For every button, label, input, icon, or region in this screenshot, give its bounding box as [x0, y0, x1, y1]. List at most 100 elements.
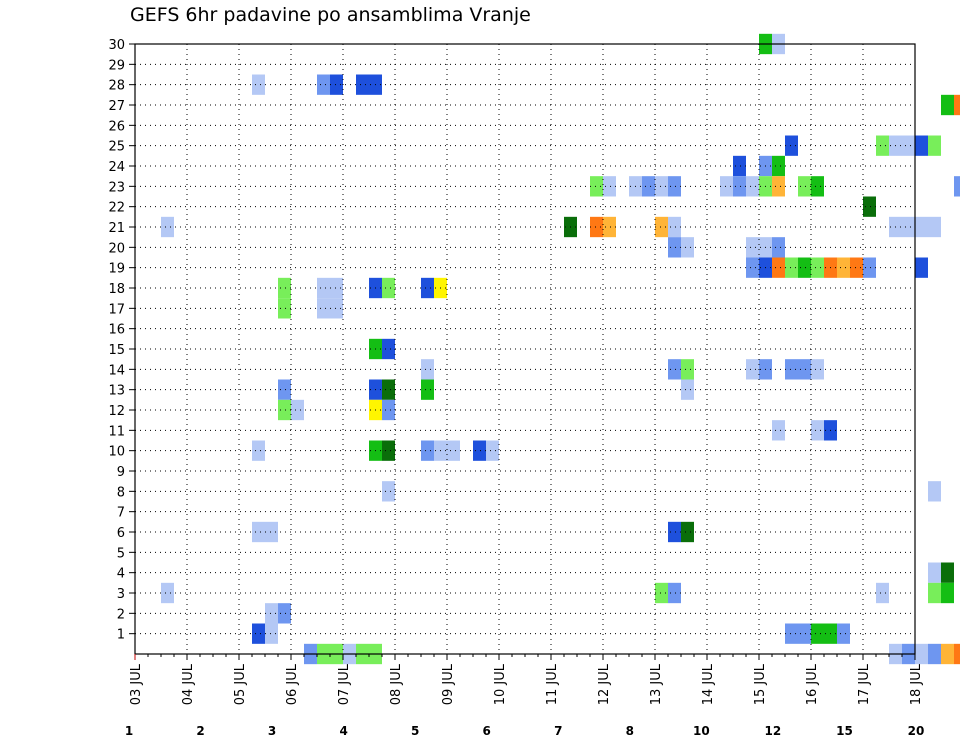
y-tick-label: 1 — [117, 628, 125, 643]
heatmap-cell — [330, 298, 343, 319]
heatmap-cell — [278, 379, 291, 400]
heatmap-cell — [902, 135, 915, 156]
heatmap-cell — [720, 176, 733, 197]
y-tick-label: 14 — [108, 363, 125, 378]
x-tick-label: 09 JUL — [441, 663, 456, 705]
colorbar-label: 1 — [125, 724, 133, 738]
heatmap-cell — [252, 440, 265, 461]
heatmap-cell — [681, 237, 694, 258]
heatmap-cell — [278, 298, 291, 319]
heatmap-cell — [798, 623, 811, 644]
x-tick-label: 04 JUL — [181, 663, 196, 705]
chart-title: GEFS 6hr padavine po ansamblima Vranje — [130, 4, 531, 26]
heatmap-cell — [772, 237, 785, 258]
heatmap-cell — [655, 176, 668, 197]
heatmap-cell — [252, 623, 265, 644]
heatmap-cell — [681, 521, 694, 543]
heatmap-cell — [941, 562, 954, 583]
heatmap-cell — [668, 521, 681, 543]
colorbar-label: 5 — [411, 724, 419, 738]
y-tick-label: 17 — [108, 302, 125, 317]
heatmap-cell — [746, 359, 759, 380]
heatmap-cell — [421, 440, 434, 461]
y-tick-label: 27 — [108, 99, 125, 114]
y-tick-label: 25 — [108, 140, 125, 155]
heatmap-cell — [798, 257, 811, 278]
heatmap-cell — [915, 216, 928, 238]
heatmap-cell — [356, 74, 369, 95]
y-tick-label: 5 — [117, 546, 125, 561]
heatmap-cell — [811, 257, 824, 278]
y-tick-label: 11 — [108, 424, 125, 439]
heatmap-cell — [603, 216, 616, 238]
heatmap-cell — [876, 135, 889, 156]
y-tick-label: 2 — [117, 607, 125, 622]
x-tick-label: 06 JUL — [285, 663, 300, 705]
x-tick-label: 03 JUL — [129, 663, 144, 705]
heatmap-cell — [941, 582, 954, 604]
y-tick-label: 10 — [108, 445, 125, 460]
heatmap-cell — [447, 440, 460, 461]
colorbar-label: 2 — [196, 724, 204, 738]
heatmap-cell — [746, 176, 759, 197]
y-tick-label: 23 — [108, 180, 125, 195]
heatmap-cell — [265, 603, 278, 624]
y-tick-label: 8 — [117, 485, 125, 500]
y-tick-label: 30 — [108, 38, 125, 53]
heatmap-cell — [928, 481, 941, 502]
heatmap-cell — [746, 237, 759, 258]
heatmap-cell — [954, 176, 960, 197]
heatmap-cell — [382, 481, 395, 502]
y-tick-label: 18 — [108, 282, 125, 297]
heatmap-cell — [746, 257, 759, 278]
heatmap-cell — [681, 379, 694, 400]
heatmap-cell — [590, 176, 603, 197]
heatmap-cell — [785, 257, 798, 278]
heatmap-cell — [928, 216, 941, 238]
heatmap-cell — [785, 135, 798, 156]
heatmap-cell — [590, 216, 603, 238]
heatmap-cell — [382, 338, 395, 360]
x-tick-label: 07 JUL — [337, 663, 352, 705]
heatmap-cell — [863, 257, 876, 278]
heatmap-cell — [655, 582, 668, 604]
heatmap-cell — [772, 257, 785, 278]
heatmap-cell — [668, 237, 681, 258]
colorbar-label: 10 — [693, 724, 710, 738]
heatmap-cell — [668, 359, 681, 380]
heatmap-cell — [902, 216, 915, 238]
heatmap-cell — [733, 176, 746, 197]
heatmap-cell — [811, 623, 824, 644]
heatmap-cell — [915, 257, 928, 278]
heatmap-cell — [252, 74, 265, 95]
heatmap-cell — [915, 135, 928, 156]
heatmap-cell — [421, 277, 434, 299]
heatmap-cell — [772, 420, 785, 441]
y-tick-label: 24 — [108, 160, 125, 175]
heatmap-cell — [811, 176, 824, 197]
heatmap-cell — [772, 155, 785, 177]
y-tick-label: 16 — [108, 323, 125, 338]
y-tick-label: 7 — [117, 506, 125, 521]
heatmap-cell — [330, 74, 343, 95]
heatmap-cell — [278, 399, 291, 421]
heatmap-cell — [330, 277, 343, 299]
y-tick-label: 6 — [117, 526, 125, 541]
heatmap-cell — [265, 623, 278, 644]
y-tick-label: 12 — [108, 404, 125, 419]
heatmap-cell — [811, 359, 824, 380]
heatmap-cell — [785, 359, 798, 380]
x-tick-label: 14 JUL — [701, 663, 716, 705]
heatmap-cell — [850, 257, 863, 278]
heatmap-cell — [798, 176, 811, 197]
y-tick-label: 9 — [117, 465, 125, 480]
x-tick-label: 15 JUL — [753, 663, 768, 705]
y-tick-label: 13 — [108, 384, 125, 399]
y-tick-label: 22 — [108, 201, 125, 216]
heatmap-cell — [954, 643, 960, 665]
heatmap-cell — [837, 623, 850, 644]
heatmap-cell — [772, 176, 785, 197]
heatmap-cell — [941, 643, 954, 665]
y-tick-label: 29 — [108, 58, 125, 73]
